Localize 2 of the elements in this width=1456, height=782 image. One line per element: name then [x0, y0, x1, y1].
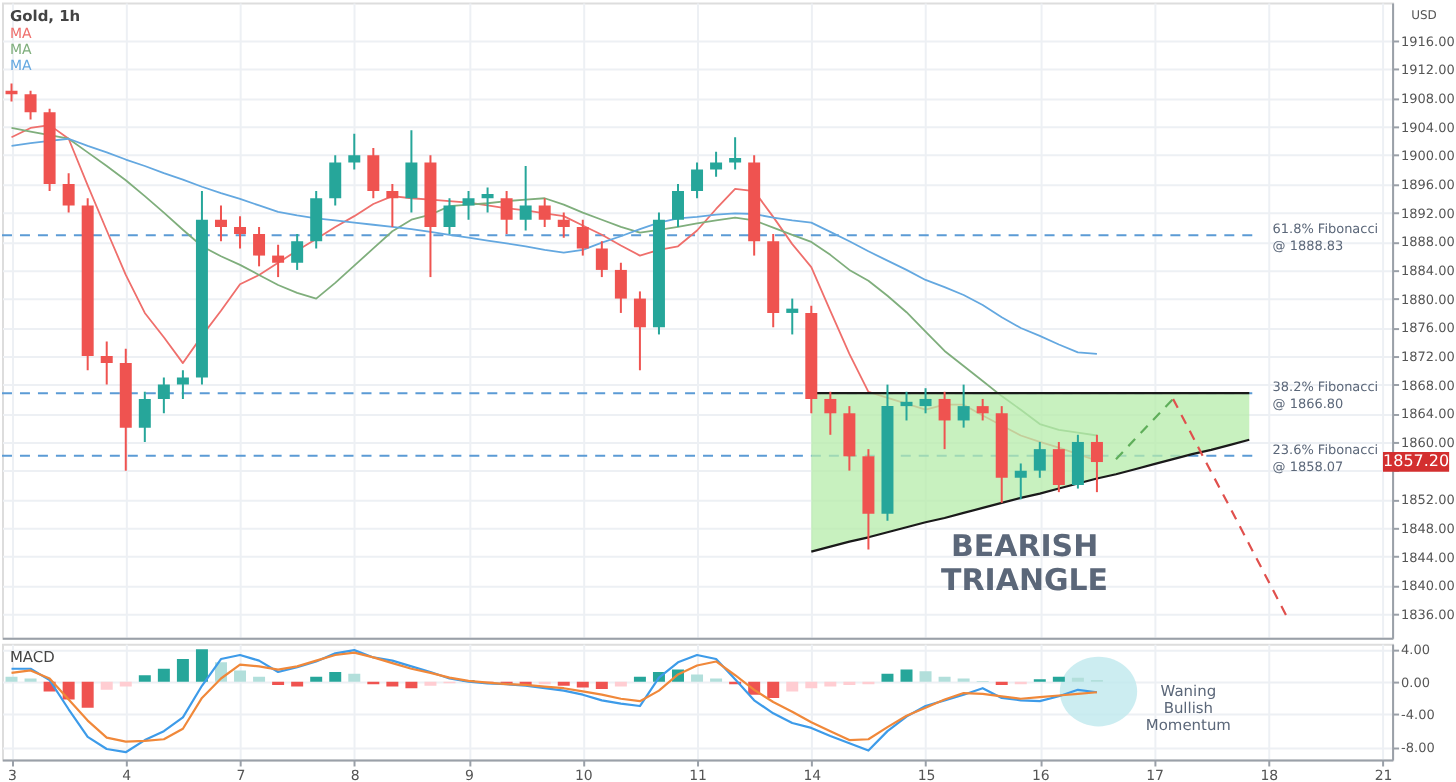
annotation: BEARISH TRIANGLE	[941, 527, 1109, 599]
annotation: 1857.20	[1383, 451, 1450, 470]
